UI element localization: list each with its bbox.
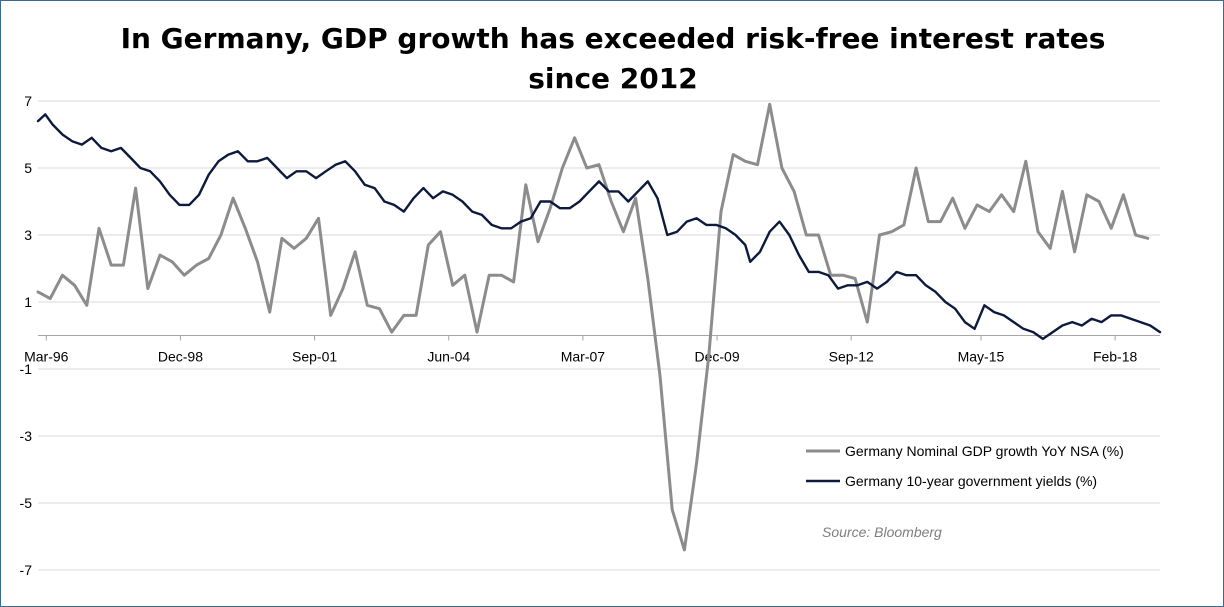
y-axis-tick-labels: 7 5 3 1 -1 -3 -5 -7 [20, 93, 33, 578]
y-tick-label: 3 [24, 227, 32, 243]
series-lines [36, 102, 1162, 552]
series-line-gdp-growth [36, 102, 1150, 552]
x-axis-tick-labels: Mar-96 Dec-98 Sep-01 Jun-04 Mar-07 Dec-09 Sep-… [24, 335, 1138, 365]
legend-label: Germany 10-year government yields (%) [845, 473, 1097, 489]
legend-label: Germany Nominal GDP growth YoY NSA (%) [845, 443, 1124, 459]
x-tick-label: Dec-98 [158, 349, 203, 365]
x-tick-label: Sep-01 [292, 349, 337, 365]
y-tick-label: 7 [24, 93, 32, 109]
chart-title-line-2: since 2012 [528, 62, 698, 95]
source-note: Source: Bloomberg [822, 524, 942, 540]
y-tick-label: 1 [24, 294, 32, 310]
x-tick-label: Dec-09 [694, 349, 739, 365]
y-tick-label: 5 [24, 160, 32, 176]
x-tick-label: May-15 [958, 349, 1005, 365]
series-line-10y-yield [36, 113, 1162, 341]
y-tick-label: -1 [20, 361, 33, 377]
x-tick-label: Feb-18 [1093, 349, 1138, 365]
legend: Germany Nominal GDP growth YoY NSA (%) Ge… [806, 443, 1124, 489]
chart-title: In Germany, GDP growth has exceeded risk… [1, 19, 1224, 99]
y-tick-label: -3 [20, 428, 33, 444]
x-tick-label: Mar-96 [24, 349, 69, 365]
y-tick-label: -7 [20, 562, 33, 578]
gridlines [38, 100, 1160, 571]
x-tick-label: Jun-04 [427, 349, 470, 365]
chart-title-line-1: In Germany, GDP growth has exceeded risk… [120, 22, 1106, 55]
y-tick-label: -5 [20, 495, 33, 511]
x-tick-label: Sep-12 [829, 349, 874, 365]
x-tick-label: Mar-07 [561, 349, 606, 365]
